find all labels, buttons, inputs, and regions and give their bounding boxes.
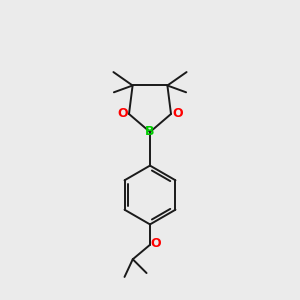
Text: O: O bbox=[151, 237, 161, 250]
Text: B: B bbox=[145, 125, 155, 139]
Text: O: O bbox=[117, 107, 128, 121]
Text: O: O bbox=[172, 107, 183, 121]
